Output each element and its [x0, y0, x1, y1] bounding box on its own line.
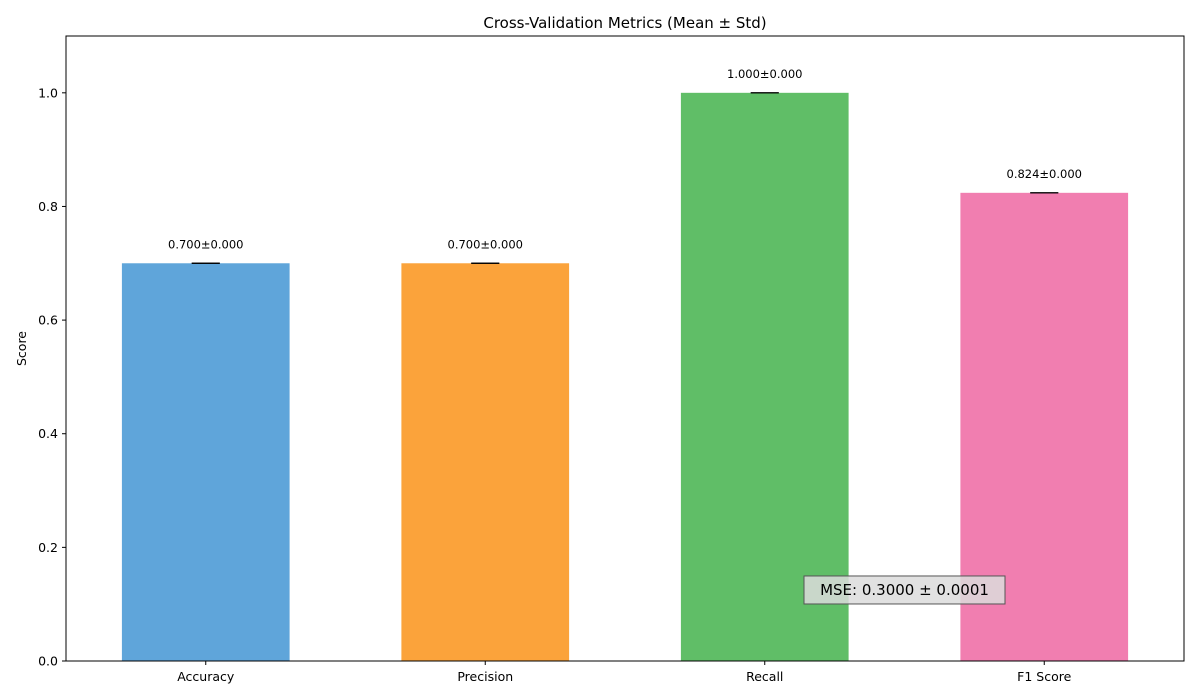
- x-tick-label: Recall: [746, 669, 783, 684]
- y-tick-label: 0.8: [38, 199, 58, 214]
- x-tick-label: Accuracy: [177, 669, 235, 684]
- value-label: 0.824±0.000: [1007, 167, 1082, 181]
- y-tick-label: 1.0: [38, 85, 58, 100]
- y-tick-label: 0.6: [38, 313, 58, 328]
- mse-annotation: MSE: 0.3000 ± 0.0001: [804, 576, 1005, 604]
- error-bars-layer: [192, 93, 1059, 263]
- y-axis: 0.0 0.2 0.4 0.6 0.8 1.0: [38, 85, 66, 668]
- value-labels-layer: 0.700±0.000 0.700±0.000 1.000±0.000 0.824±0…: [168, 67, 1082, 251]
- x-tick-label: F1 Score: [1017, 669, 1071, 684]
- y-tick-label: 0.0: [38, 654, 58, 669]
- bar-precision: [401, 263, 569, 661]
- y-tick-label: 0.2: [38, 540, 58, 555]
- x-axis: Accuracy Precision Recall F1 Score: [177, 661, 1071, 684]
- value-label: 1.000±0.000: [727, 67, 802, 81]
- mse-annotation-text: MSE: 0.3000 ± 0.0001: [820, 581, 989, 599]
- x-tick-label: Precision: [457, 669, 513, 684]
- bar-accuracy: [122, 263, 290, 661]
- value-label: 0.700±0.000: [168, 237, 243, 251]
- y-axis-label: Score: [14, 331, 29, 366]
- y-tick-label: 0.4: [38, 426, 58, 441]
- value-label: 0.700±0.000: [448, 237, 523, 251]
- chart-title: Cross-Validation Metrics (Mean ± Std): [483, 14, 766, 32]
